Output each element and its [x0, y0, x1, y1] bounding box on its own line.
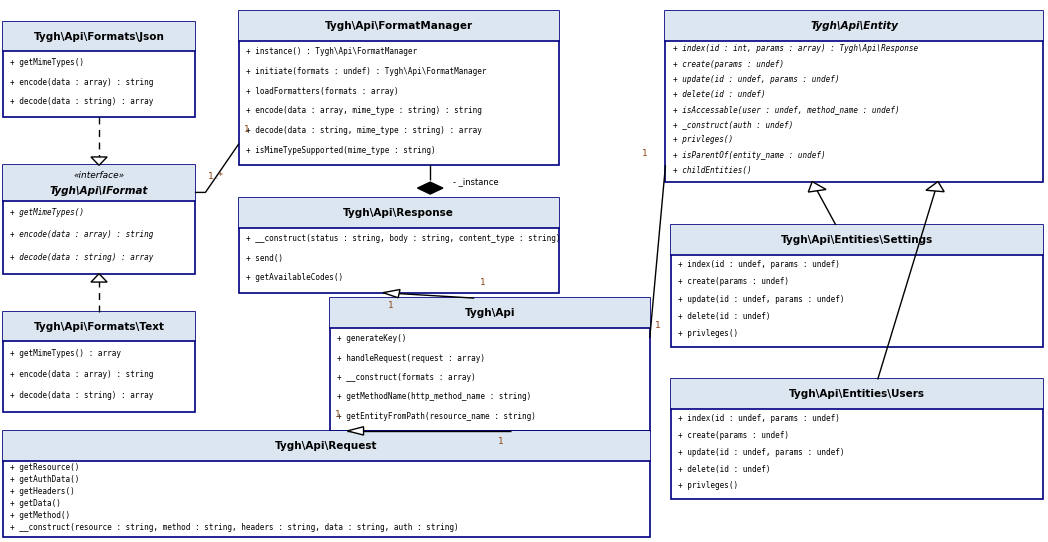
Text: + _construct(auth : undef): + _construct(auth : undef): [673, 120, 793, 129]
Text: + send(): + send(): [246, 254, 283, 263]
Bar: [3, 312, 195, 412]
Text: 1: 1: [642, 149, 648, 158]
Bar: [330, 298, 650, 328]
Text: 1: 1: [335, 410, 341, 420]
Bar: [671, 225, 1043, 255]
Bar: [239, 11, 559, 165]
Polygon shape: [384, 289, 400, 298]
Text: + generateKey(): + generateKey(): [337, 334, 407, 343]
Text: + __construct(formats : array): + __construct(formats : array): [337, 373, 476, 382]
Text: 1: 1: [499, 437, 504, 447]
Text: + decode(data : string) : array: + decode(data : string) : array: [10, 391, 154, 401]
Text: 1: 1: [388, 301, 394, 310]
Bar: [239, 198, 559, 228]
Text: + encode(data : array) : string: + encode(data : array) : string: [10, 78, 154, 87]
Text: + initiate(formats : undef) : Tygh\Api\FormatManager: + initiate(formats : undef) : Tygh\Api\F…: [246, 67, 486, 76]
Text: + decode(data : string, mime_type : string) : array: + decode(data : string, mime_type : stri…: [246, 126, 482, 135]
Polygon shape: [91, 274, 107, 282]
Text: + index(id : undef, params : undef): + index(id : undef, params : undef): [678, 260, 839, 269]
Text: Tygh\Api\Request: Tygh\Api\Request: [276, 441, 377, 451]
Text: + getEntityFromPath(resource_name : string): + getEntityFromPath(resource_name : stri…: [337, 412, 537, 421]
Text: + delete(id : undef): + delete(id : undef): [678, 464, 770, 474]
Text: Tygh\Api\Response: Tygh\Api\Response: [344, 208, 454, 218]
Text: + getHeaders(): + getHeaders(): [10, 487, 75, 496]
Text: + childEntities(): + childEntities(): [673, 166, 751, 175]
Text: + privleges(): + privleges(): [673, 136, 733, 144]
Bar: [3, 431, 650, 537]
Text: + getMethodName(http_method_name : string): + getMethodName(http_method_name : strin…: [337, 392, 531, 402]
Text: + delete(id : undef): + delete(id : undef): [673, 90, 765, 99]
Bar: [671, 225, 1043, 347]
Text: + update(id : undef, params : undef): + update(id : undef, params : undef): [673, 75, 839, 84]
Text: 1: 1: [655, 321, 660, 330]
Text: Tygh\Api\Formats\Text: Tygh\Api\Formats\Text: [34, 321, 165, 332]
Polygon shape: [91, 157, 107, 165]
Text: + getData(): + getData(): [10, 499, 62, 508]
Text: «interface»: «interface»: [73, 171, 125, 180]
Bar: [239, 198, 559, 293]
Bar: [3, 22, 195, 117]
Text: + getMimeTypes(): + getMimeTypes(): [10, 58, 85, 67]
Text: + update(id : undef, params : undef): + update(id : undef, params : undef): [678, 448, 845, 457]
Text: + decode(data : string) : array: + decode(data : string) : array: [10, 253, 154, 262]
Bar: [665, 11, 1043, 182]
Bar: [3, 431, 650, 461]
Polygon shape: [926, 182, 944, 192]
Text: Tygh\Api: Tygh\Api: [464, 308, 516, 318]
Text: + __construct(resource : string, method : string, headers : string, data : strin: + __construct(resource : string, method …: [10, 523, 459, 532]
Text: + delete(id : undef): + delete(id : undef): [678, 312, 770, 321]
Text: + encode(data : array, mime_type : string) : string: + encode(data : array, mime_type : strin…: [246, 106, 482, 115]
Polygon shape: [348, 427, 364, 435]
Text: Tygh\Api\IFormat: Tygh\Api\IFormat: [50, 186, 148, 196]
Text: + getResource(): + getResource(): [10, 463, 80, 472]
Text: + privleges(): + privleges(): [678, 481, 738, 491]
Text: + getAuthData(): + getAuthData(): [10, 475, 80, 484]
Polygon shape: [417, 182, 443, 194]
Bar: [671, 379, 1043, 499]
Text: + update(id : undef, params : undef): + update(id : undef, params : undef): [678, 294, 845, 304]
Text: + index(id : undef, params : undef): + index(id : undef, params : undef): [678, 414, 839, 423]
Text: + getMimeTypes() : array: + getMimeTypes() : array: [10, 349, 122, 358]
Bar: [3, 165, 195, 274]
Text: Tygh\Api\Formats\Json: Tygh\Api\Formats\Json: [34, 31, 165, 42]
Text: + handleRequest(request : array): + handleRequest(request : array): [337, 353, 485, 363]
Bar: [330, 298, 650, 431]
Text: + instance() : Tygh\Api\FormatManager: + instance() : Tygh\Api\FormatManager: [246, 47, 417, 56]
Text: 1: 1: [480, 278, 485, 287]
Text: + isParentOf(entity_name : undef): + isParentOf(entity_name : undef): [673, 151, 826, 159]
Text: + __construct(status : string, body : string, content_type : string): + __construct(status : string, body : st…: [246, 234, 561, 243]
Text: + encode(data : array) : string: + encode(data : array) : string: [10, 230, 154, 240]
Text: Tygh\Api\FormatManager: Tygh\Api\FormatManager: [325, 21, 473, 31]
Text: Tygh\Api\Entity: Tygh\Api\Entity: [810, 21, 898, 31]
Text: + create(params : undef): + create(params : undef): [678, 431, 789, 440]
Text: + privleges(): + privleges(): [678, 330, 738, 338]
Text: + encode(data : array) : string: + encode(data : array) : string: [10, 370, 154, 379]
Text: 1: 1: [244, 125, 249, 134]
Text: + decode(data : string) : array: + decode(data : string) : array: [10, 97, 154, 106]
Polygon shape: [808, 182, 826, 192]
Text: + getAvailableCodes(): + getAvailableCodes(): [246, 273, 344, 282]
Bar: [665, 11, 1043, 41]
Text: + create(params : undef): + create(params : undef): [673, 60, 784, 69]
Text: 1..*: 1..*: [208, 172, 223, 181]
Bar: [239, 11, 559, 41]
Text: Tygh\Api\Entities\Users: Tygh\Api\Entities\Users: [789, 389, 924, 399]
Text: + isMimeTypeSupported(mime_type : string): + isMimeTypeSupported(mime_type : string…: [246, 146, 436, 155]
Text: + create(params : undef): + create(params : undef): [678, 277, 789, 286]
Text: Tygh\Api\Entities\Settings: Tygh\Api\Entities\Settings: [781, 235, 933, 245]
Text: + loadFormatters(formats : array): + loadFormatters(formats : array): [246, 87, 399, 95]
Bar: [3, 312, 195, 341]
Bar: [671, 379, 1043, 409]
Text: + isAccessable(user : undef, method_name : undef): + isAccessable(user : undef, method_name…: [673, 105, 899, 114]
Bar: [3, 165, 195, 201]
Bar: [3, 22, 195, 51]
Text: + getMethod(): + getMethod(): [10, 511, 70, 520]
Text: - _instance: - _instance: [453, 177, 499, 186]
Text: + getMimeTypes(): + getMimeTypes(): [10, 208, 85, 217]
Text: + index(id : int, params : array) : Tygh\Api\Response: + index(id : int, params : array) : Tygh…: [673, 44, 918, 54]
